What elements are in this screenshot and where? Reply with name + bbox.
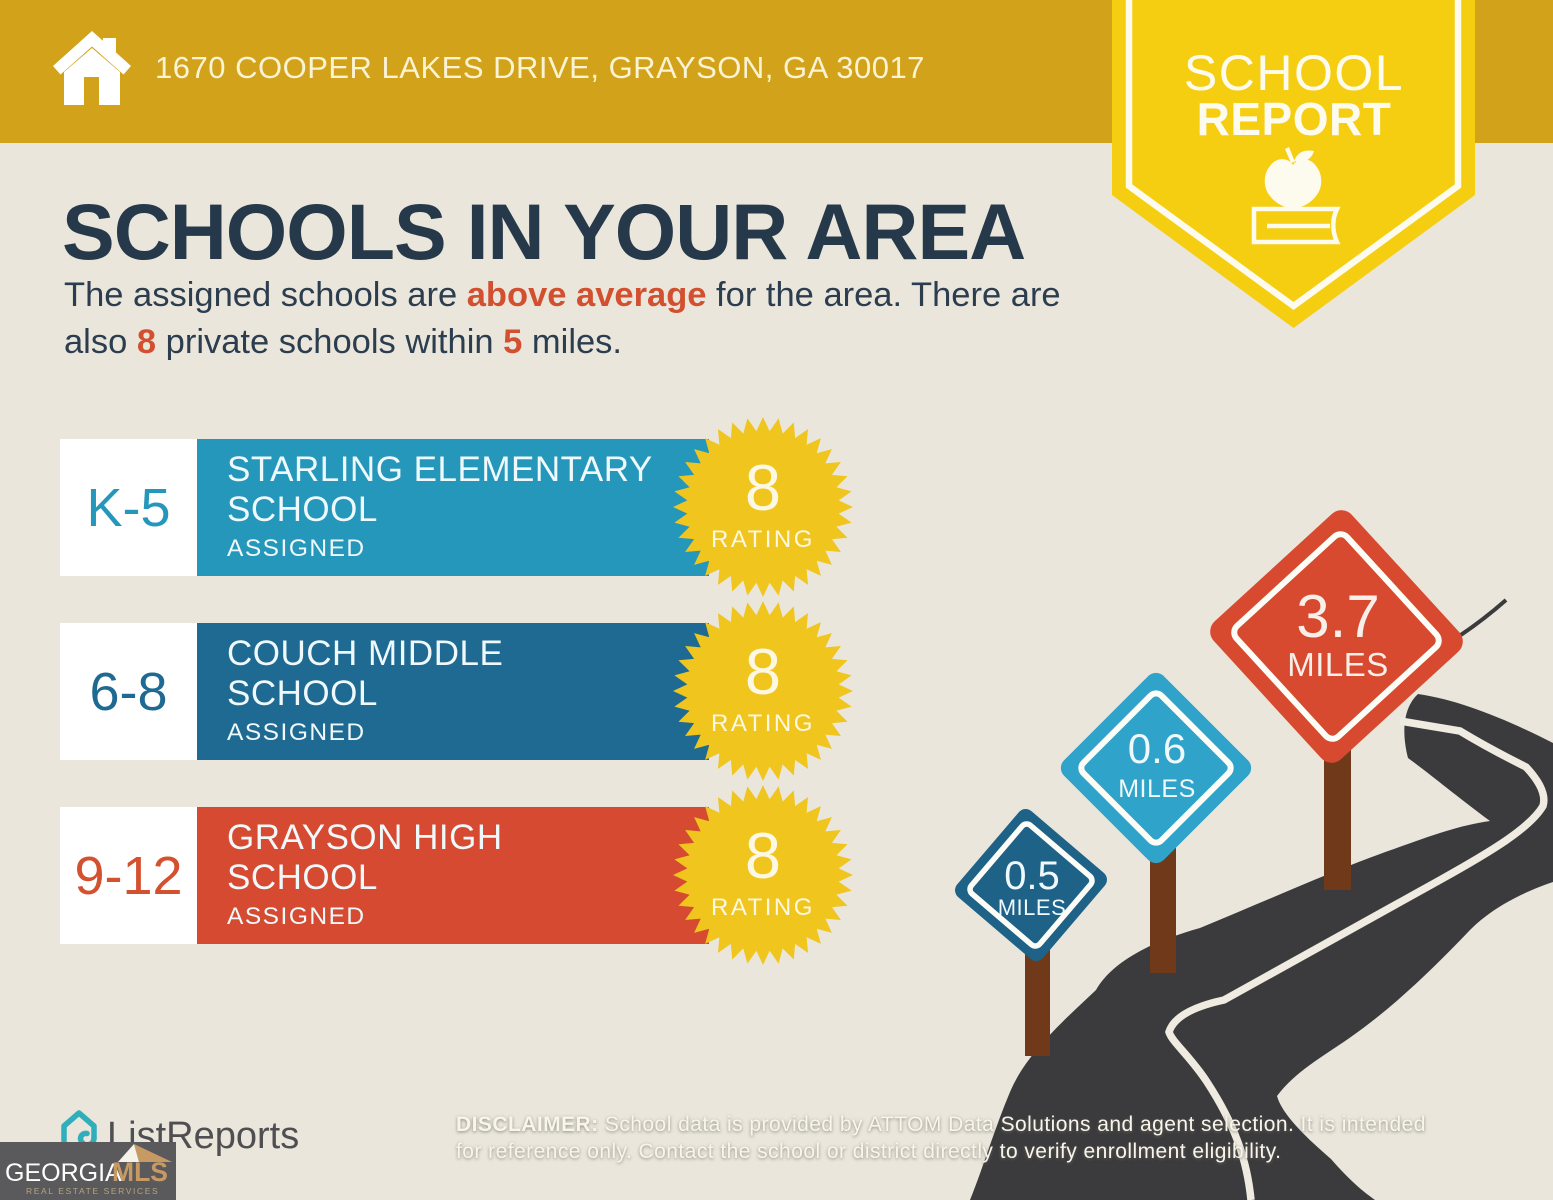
svg-text:0.5: 0.5 bbox=[1004, 854, 1060, 898]
svg-text:0.6: 0.6 bbox=[1128, 725, 1186, 772]
svg-text:MILES: MILES bbox=[1118, 775, 1196, 803]
svg-text:MLS: MLS bbox=[112, 1157, 168, 1187]
svg-text:3.7: 3.7 bbox=[1296, 583, 1379, 650]
svg-text:REAL ESTATE SERVICES: REAL ESTATE SERVICES bbox=[26, 1186, 159, 1196]
svg-text:MILES: MILES bbox=[998, 895, 1067, 920]
svg-text:SCHOOL: SCHOOL bbox=[1184, 45, 1404, 101]
svg-text:GEORGIA: GEORGIA bbox=[5, 1159, 122, 1187]
svg-text:REPORT: REPORT bbox=[1197, 93, 1392, 145]
svg-text:MILES: MILES bbox=[1287, 646, 1389, 683]
